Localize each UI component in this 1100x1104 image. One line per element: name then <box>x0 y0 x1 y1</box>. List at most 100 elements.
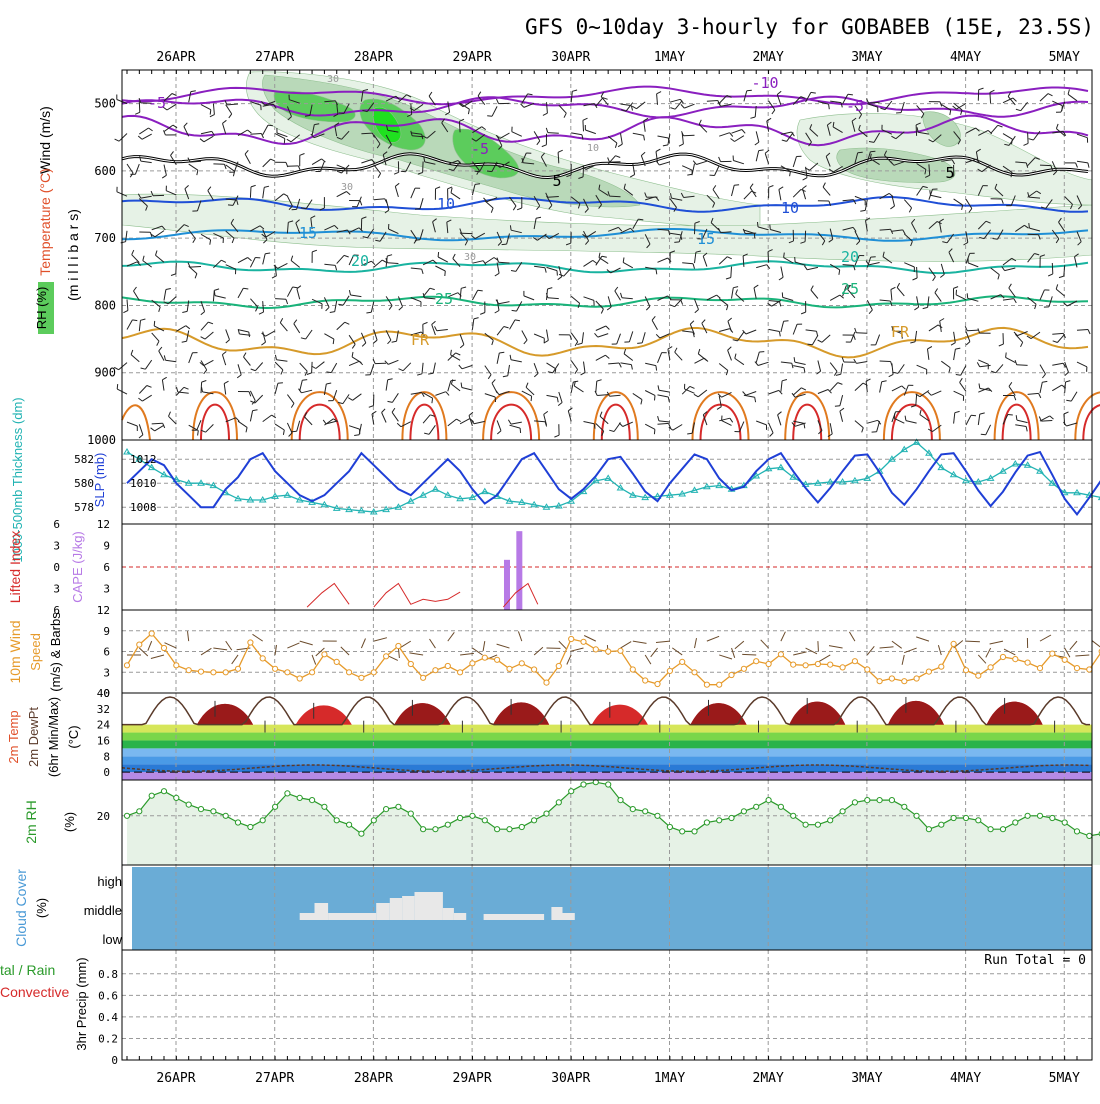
temp2m-tick-label: 0 <box>103 766 110 779</box>
temp2m-tick-label: 16 <box>97 734 110 747</box>
wind-barb <box>423 415 430 423</box>
wind-barb-flag <box>284 194 288 197</box>
wind-barb-flag <box>201 337 205 339</box>
wind10-line-point <box>963 668 968 673</box>
wind-barb <box>547 363 556 369</box>
wind-barb <box>312 159 321 165</box>
wind-barb-flag <box>182 311 187 312</box>
wind-barb <box>1077 362 1087 367</box>
wind-barb <box>423 162 424 173</box>
wind10-barb <box>819 655 830 661</box>
wind-barb <box>916 125 917 136</box>
wind-barb-flag <box>280 318 282 322</box>
wind-barb <box>645 391 655 396</box>
wind-barb <box>425 298 436 299</box>
wind-barb-flag <box>352 352 353 357</box>
wind-barb-flag <box>244 353 247 357</box>
wind-barb <box>508 365 510 376</box>
wind-barb <box>571 361 577 370</box>
rh2m-line-point <box>606 782 611 787</box>
wind-barb-flag <box>474 318 479 319</box>
wind10-barb <box>253 634 263 641</box>
wind-barb <box>156 255 165 262</box>
wind-barb <box>189 353 193 363</box>
precip-tick-label: 0.4 <box>98 1011 118 1024</box>
wind-barb <box>596 381 597 392</box>
wind-barb-flag <box>811 92 816 93</box>
wind-barb <box>608 363 619 364</box>
wind-barb-flag <box>502 244 507 245</box>
wind-barb <box>201 131 212 133</box>
wind10-line-point <box>1062 657 1067 662</box>
wind-barb-flag <box>157 341 159 345</box>
wind-barb <box>1028 393 1039 394</box>
wind10-line <box>127 616 1100 685</box>
wind-barb <box>275 362 283 370</box>
wind-barb-flag <box>354 435 359 436</box>
date-label-bottom: 27APR <box>255 1071 294 1086</box>
wind-barb-flag <box>543 113 548 115</box>
wind10-line-point <box>889 676 894 681</box>
wind-barb-flag <box>134 287 137 291</box>
bl-isotherm-35 <box>701 405 741 440</box>
wind-barb <box>167 104 176 110</box>
wind-barb-flag <box>326 307 330 311</box>
wind-barb-flag <box>294 320 297 324</box>
wind-barb-flag <box>268 125 273 126</box>
wind10-line-point <box>1000 654 1005 659</box>
temp-band <box>122 756 1092 764</box>
wind-barb <box>682 166 692 171</box>
wind-barb-flag <box>728 318 732 321</box>
wind-barb <box>615 291 621 300</box>
wind-barb <box>830 423 832 434</box>
wind-barb <box>263 125 268 135</box>
wind-barb <box>559 105 567 113</box>
wind-barb-flag <box>373 340 377 343</box>
pressure-tick-label: 1000 <box>87 433 116 447</box>
wind10-barb <box>829 646 843 648</box>
wind-barb-flag <box>228 205 233 206</box>
wind-barb <box>291 261 300 268</box>
wind-barb <box>732 130 742 134</box>
temp2m-tick-label: 24 <box>97 719 111 732</box>
wind-barb <box>266 331 276 336</box>
wind-barb <box>929 325 938 331</box>
wind-barb-flag <box>969 209 972 213</box>
wind10-line-point <box>396 643 401 648</box>
wind-barb <box>904 200 911 208</box>
date-label-top: 2MAY <box>753 50 784 65</box>
wind-barb <box>637 102 646 109</box>
wind-barb-flag <box>546 128 548 133</box>
wind-barb-flag <box>726 278 731 280</box>
precip-tick-label: 0.2 <box>98 1032 118 1045</box>
wind-barb <box>448 381 451 392</box>
wind-barb <box>810 163 818 170</box>
wind-barb-flag <box>451 350 452 355</box>
wind-barb-flag <box>487 171 492 172</box>
wind-barb-flag <box>644 135 645 140</box>
wind-barb-flag <box>388 379 393 380</box>
wind-barb <box>1017 420 1028 423</box>
wind-barb-flag <box>548 372 553 373</box>
wind-barb-flag <box>495 311 499 314</box>
wind-barb <box>320 161 324 171</box>
wind-barb-flag <box>597 380 602 381</box>
rh2m-line-point <box>137 809 142 814</box>
wind-barb <box>931 195 942 197</box>
wind10-barb <box>213 648 227 650</box>
wind-barb <box>164 165 166 176</box>
wind-barb <box>916 395 917 406</box>
wind10-line-point <box>1050 651 1055 656</box>
wind-barb <box>275 383 278 394</box>
wind-barb-flag <box>717 295 721 298</box>
isotherm-label: 30 <box>341 182 353 193</box>
wind-barb <box>571 333 578 342</box>
isotherm-20 <box>122 296 1088 308</box>
wind10-barb <box>818 641 819 651</box>
wind-barb <box>991 125 998 133</box>
wind-barb <box>1056 289 1065 296</box>
wind-barb <box>954 413 955 424</box>
wind10-line-point <box>544 680 549 685</box>
wind-barb-flag <box>534 374 538 377</box>
wind-barb-flag <box>1008 415 1013 416</box>
